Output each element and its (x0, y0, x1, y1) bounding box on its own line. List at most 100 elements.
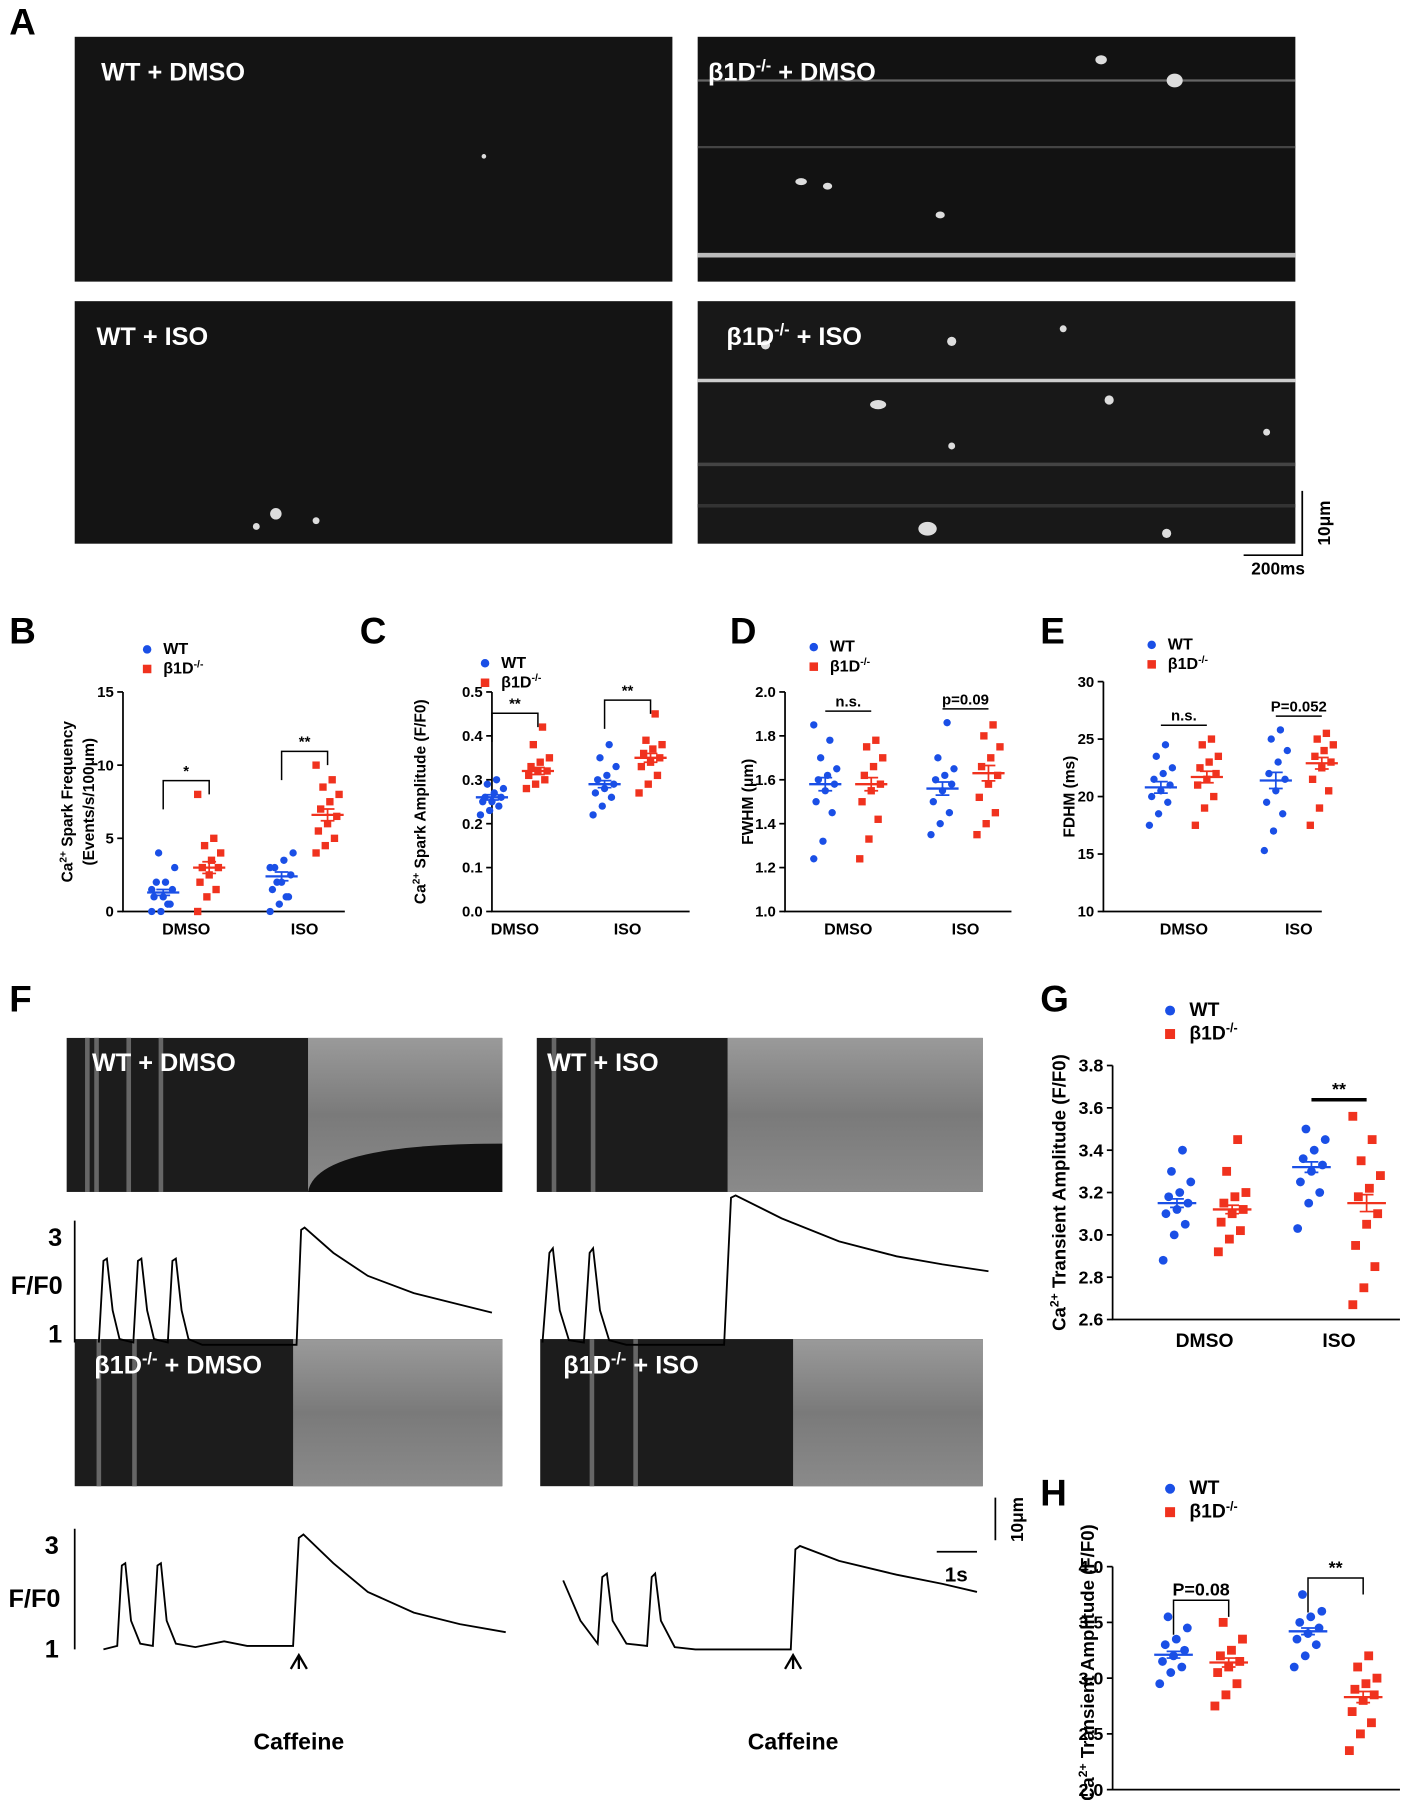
data-point (1279, 810, 1287, 818)
data-point (1236, 1226, 1245, 1236)
error-bar (1221, 1657, 1236, 1668)
data-point (858, 798, 866, 806)
text-part: WT (163, 640, 188, 658)
scale-label: 1s (945, 1564, 968, 1587)
legend-marker (1165, 1029, 1176, 1040)
data-point (196, 878, 204, 886)
trace-axis-label: 1 (48, 1321, 62, 1349)
legend-marker (1165, 1005, 1176, 1016)
data-point (483, 780, 492, 788)
data-point (1213, 1668, 1223, 1677)
legend-label: WT (501, 654, 526, 672)
data-point (600, 784, 609, 793)
image-label: β1D-/- + DMSO (94, 1350, 262, 1380)
data-point (642, 736, 650, 744)
text-part: 2+ (59, 851, 70, 863)
text-part: Ca (59, 862, 76, 882)
y-tick-label: 15 (97, 684, 114, 701)
data-point (1222, 1166, 1232, 1176)
data-point (1230, 1192, 1240, 1202)
data-point (1372, 1673, 1382, 1683)
data-point (1164, 798, 1172, 806)
panel-label: G (1040, 978, 1069, 1019)
scale-bar (1243, 490, 1304, 557)
data-point (869, 762, 878, 771)
data-point (531, 780, 540, 788)
data-point (1214, 752, 1223, 761)
data-point (993, 771, 1002, 780)
data-point (936, 820, 944, 828)
x-tick-label: ISO (291, 920, 319, 938)
text-part: β1D (163, 660, 193, 678)
text-part: -/- (1198, 655, 1208, 666)
x-tick-label: ISO (614, 920, 642, 938)
text-part: WT (1189, 1478, 1219, 1499)
data-point (321, 841, 329, 850)
data-point (1212, 769, 1220, 778)
text-part: -/- (194, 659, 204, 670)
error-bar (156, 888, 171, 897)
y-tick-label: 1.4 (755, 816, 776, 833)
scale-label: 10μm (1314, 500, 1334, 545)
data-point (1193, 781, 1202, 789)
text-part: -/- (774, 321, 790, 339)
data-point (157, 907, 165, 916)
data-point (328, 776, 336, 784)
error-bar (531, 766, 545, 776)
legend-marker (1165, 1507, 1176, 1518)
legend-marker (1147, 640, 1156, 650)
data-point (977, 762, 986, 771)
data-point (1207, 735, 1216, 743)
data-point (1169, 1230, 1179, 1240)
data-point (485, 806, 494, 815)
data-point (268, 885, 277, 894)
data-point (492, 776, 501, 784)
image-label: WT + ISO (547, 1049, 659, 1077)
text-part: Ca (412, 884, 429, 904)
text-part: -/- (532, 673, 542, 684)
text-part: Ca (1048, 1306, 1069, 1330)
legend-label: β1D-/- (163, 659, 204, 677)
image-label: β1D-/- + ISO (563, 1350, 699, 1380)
data-point (1205, 758, 1213, 766)
data-point (1160, 1640, 1170, 1650)
data-point (1233, 1135, 1243, 1145)
data-point (1369, 1690, 1379, 1700)
error-bar (818, 776, 833, 792)
data-point (312, 849, 320, 857)
data-point (826, 736, 834, 744)
data-point (1283, 746, 1291, 755)
stimulus-label: Caffeine (254, 1728, 345, 1754)
y-tick-label: 0.2 (462, 816, 483, 833)
significance-label: P=0.08 (1172, 1580, 1229, 1600)
x-tick-label: DMSO (824, 920, 872, 938)
data-point (1311, 752, 1319, 761)
data-point (1218, 1617, 1228, 1627)
data-point (207, 856, 216, 864)
data-point (1322, 729, 1331, 738)
text-part: -/- (1226, 1021, 1238, 1035)
data-point (589, 811, 597, 819)
data-point (1367, 1135, 1377, 1145)
error-bar (1301, 1627, 1315, 1636)
error-bar (1304, 1160, 1319, 1174)
data-point (1158, 1656, 1167, 1666)
data-point (529, 740, 537, 749)
data-point (1260, 846, 1269, 855)
data-point (612, 762, 620, 771)
data-point (1177, 1662, 1187, 1672)
text-part: + ISO (790, 323, 862, 351)
data-point (1304, 1198, 1314, 1208)
significance-label: * (183, 763, 189, 780)
data-point (1356, 1729, 1365, 1739)
x-tick-label: DMSO (491, 920, 539, 938)
text-part: Transient Amplitude (F/F0) (1077, 1524, 1098, 1763)
data-point (1364, 1183, 1374, 1193)
legend-marker (142, 664, 152, 674)
significance-label: ** (1332, 1079, 1346, 1099)
data-point (538, 723, 547, 731)
significance-label: ** (299, 734, 311, 751)
image (793, 1339, 983, 1487)
data-point (816, 754, 825, 762)
error-bar (1225, 1204, 1240, 1215)
